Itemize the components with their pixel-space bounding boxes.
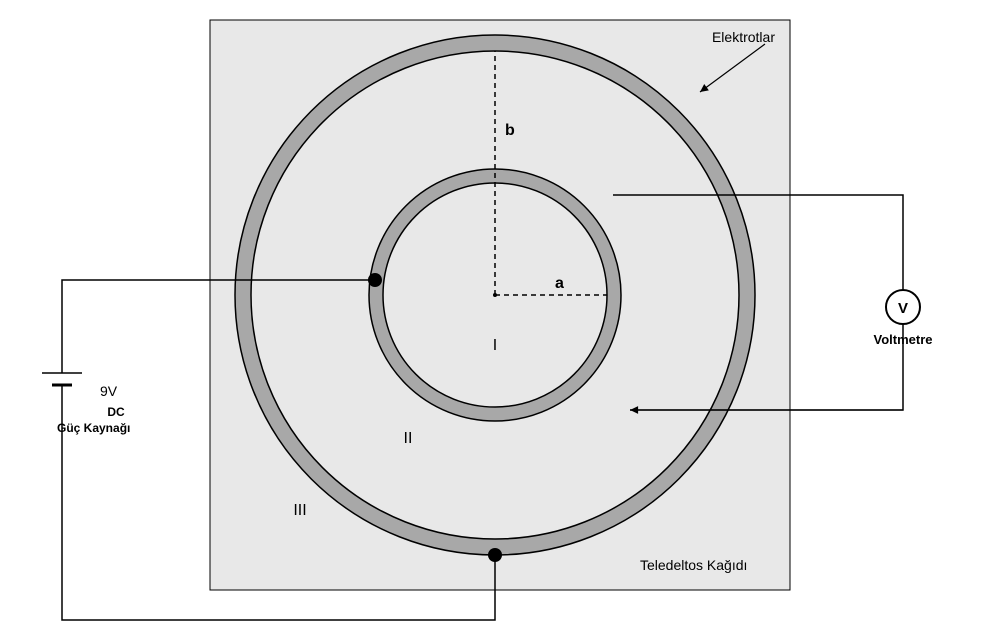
battery-name-label-2: Güç Kaynağı <box>57 421 130 435</box>
region-label-II: II <box>404 430 413 447</box>
voltmeter-letter: V <box>898 300 908 317</box>
electrodes-label: Elektrotlar <box>712 29 775 45</box>
contact-dot-1 <box>488 548 502 562</box>
voltmeter-label: Voltmetre <box>874 332 933 347</box>
radius-a-label: a <box>555 275 564 292</box>
diagram-svg: abIIIIII9VDCGüç KaynağıVVoltmetreElektro… <box>0 0 989 640</box>
battery-voltage-label: 9V <box>100 383 118 399</box>
contact-dot-0 <box>368 273 382 287</box>
region-label-III: III <box>293 502 306 519</box>
diagram-root: abIIIIII9VDCGüç KaynağıVVoltmetreElektro… <box>0 0 989 640</box>
paper-label: Teledeltos Kağıdı <box>640 557 747 573</box>
battery-name-label-1: DC <box>107 405 125 419</box>
radius-b-label: b <box>505 122 515 139</box>
region-label-I: I <box>493 337 497 354</box>
